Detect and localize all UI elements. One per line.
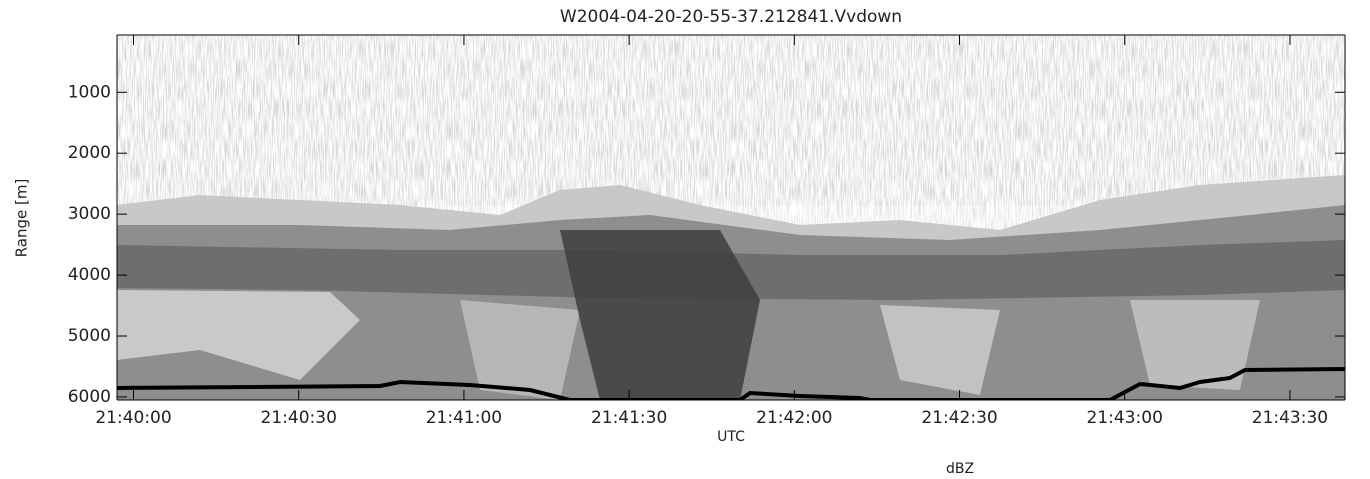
- y-tick-label: 1000: [68, 82, 111, 102]
- y-tick-label: 3000: [68, 204, 111, 224]
- y-tick-label: 5000: [68, 326, 111, 346]
- x-tick-label: 21:40:30: [261, 408, 337, 428]
- chart-title: W2004-04-20-20-55-37.212841.Vvdown: [560, 7, 902, 27]
- y-axis-label: Range [m]: [13, 179, 31, 258]
- x-tick-label: 21:43:30: [1252, 408, 1328, 428]
- y-tick-label: 4000: [68, 265, 111, 285]
- x-tick-label: 21:41:00: [426, 408, 502, 428]
- x-tick-label: 21:41:30: [591, 408, 667, 428]
- x-tick-label: 21:43:00: [1087, 408, 1163, 428]
- axes-frame: [116, 34, 1346, 401]
- x-tick-label: 21:42:00: [756, 408, 832, 428]
- x-axis-label: UTC: [717, 429, 745, 445]
- y-tick-label: 2000: [68, 143, 111, 163]
- y-tick-label: 6000: [68, 387, 111, 407]
- x-tick-label: 21:42:30: [921, 408, 997, 428]
- radar-image: [117, 35, 1345, 400]
- x-tick-label: 21:40:00: [95, 408, 171, 428]
- colorbar-label: dBZ: [946, 461, 974, 475]
